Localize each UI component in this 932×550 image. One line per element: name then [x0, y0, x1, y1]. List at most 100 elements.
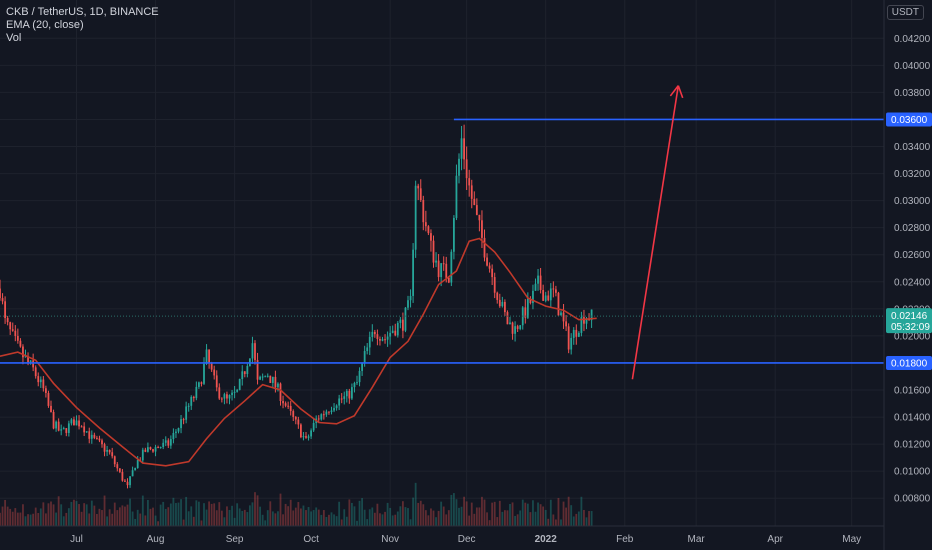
volume-bar [238, 508, 241, 526]
candle-body [356, 382, 358, 384]
candle-body [16, 335, 19, 341]
candle-body [470, 185, 473, 199]
volume-bar [402, 501, 404, 526]
volume-bar [113, 502, 116, 526]
candle-body [101, 440, 103, 445]
volume-bar [182, 519, 185, 526]
volume-bar [226, 506, 228, 526]
candle-body [417, 185, 420, 189]
volume-bar [394, 514, 397, 526]
x-tick-label: Dec [458, 534, 476, 545]
candle-body [118, 468, 121, 472]
volume-bar [516, 514, 519, 526]
candle-body [427, 226, 430, 234]
volume-bar [190, 506, 193, 526]
candle-body [580, 317, 583, 333]
chart-legend: CKB / TetherUS, 1D, BINANCE EMA (20, clo… [6, 6, 159, 45]
candle-body [368, 336, 371, 348]
legend-volume[interactable]: Vol [6, 32, 22, 44]
candle-body [509, 322, 511, 325]
candle-body [39, 379, 42, 383]
candle-body [11, 329, 14, 331]
volume-bar [277, 511, 279, 526]
volume-bar [529, 512, 532, 526]
time-axis[interactable]: Jul Aug Sep Oct Nov Dec 2022 Feb Mar Apr May [0, 525, 884, 545]
volume-bar [175, 503, 177, 526]
candle-body [526, 298, 529, 318]
trend-arrow[interactable] [631, 85, 684, 380]
volume-bar [430, 508, 432, 526]
candle-body [85, 431, 88, 433]
volume-bar [177, 502, 180, 526]
candle-body [96, 437, 98, 439]
volume-bar [85, 504, 88, 526]
candle-body [358, 370, 361, 383]
candle-body [205, 349, 208, 364]
volume-bar [414, 482, 417, 526]
candle-body [447, 277, 450, 283]
candle-body [322, 414, 325, 416]
candle-body [27, 356, 29, 363]
volume-bar [338, 501, 341, 526]
last-price-badge [886, 308, 932, 334]
volume-bar [509, 503, 511, 526]
volume-bar [129, 498, 131, 526]
volume-bar [203, 503, 205, 526]
candle-body [172, 432, 175, 440]
ema-polyline [0, 237, 597, 467]
volume-bar [34, 507, 37, 526]
candle-body [453, 217, 455, 252]
volume-bar [330, 512, 333, 526]
candle-body [129, 476, 131, 486]
volume-bar [67, 508, 70, 526]
candle-body [215, 375, 218, 388]
candle-body [47, 392, 50, 406]
volume-bar [241, 510, 244, 526]
volume-bar [246, 512, 249, 526]
volume-bar [532, 500, 534, 526]
candle-body [67, 423, 70, 433]
candle-body [164, 440, 167, 443]
volume-bar [391, 515, 394, 526]
candle-body [9, 322, 12, 330]
volume-bar [307, 507, 310, 526]
candle-body [481, 220, 483, 238]
candle-body [19, 340, 22, 347]
volume-bar [118, 507, 121, 526]
volume-bar [50, 501, 52, 526]
candle-body [567, 326, 570, 350]
currency-label[interactable]: USDT [886, 5, 924, 20]
y-tick-label: 0.02000 [894, 331, 931, 342]
candle-body [228, 395, 231, 399]
volume-bar [542, 506, 545, 526]
volume-bar [52, 504, 55, 526]
volume-bar [565, 507, 567, 526]
candle-body [402, 319, 404, 331]
candle-body [294, 416, 297, 420]
legend-symbol[interactable]: CKB / TetherUS, 1D, BINANCE [6, 6, 159, 18]
candle-body [345, 390, 348, 397]
volume-bar [55, 512, 57, 526]
y-tick-label: 0.00800 [894, 494, 931, 505]
horizontal-levels[interactable] [0, 118, 884, 364]
candle-body [366, 347, 369, 352]
volume-bar [328, 514, 330, 526]
volume-bar [236, 503, 239, 526]
volume-bar [103, 495, 106, 526]
legend-ema[interactable]: EMA (20, close) [6, 19, 84, 31]
volume-bar [24, 516, 27, 526]
volume-bar [16, 512, 19, 526]
candle-body [305, 436, 307, 438]
volume-bar [126, 504, 129, 526]
candle-body [157, 447, 159, 449]
y-tick-label: 0.03200 [894, 169, 931, 180]
volume-bar [19, 512, 22, 526]
volume-bar [353, 506, 356, 526]
volume-bar [287, 506, 290, 526]
volume-bar [473, 513, 476, 526]
volume-bar [266, 510, 269, 526]
volume-bar [511, 502, 514, 526]
volume-bar [333, 514, 335, 526]
price-axis[interactable]: 0.00800 0.01000 0.01200 0.01400 0.01600 0.018… [883, 0, 932, 550]
